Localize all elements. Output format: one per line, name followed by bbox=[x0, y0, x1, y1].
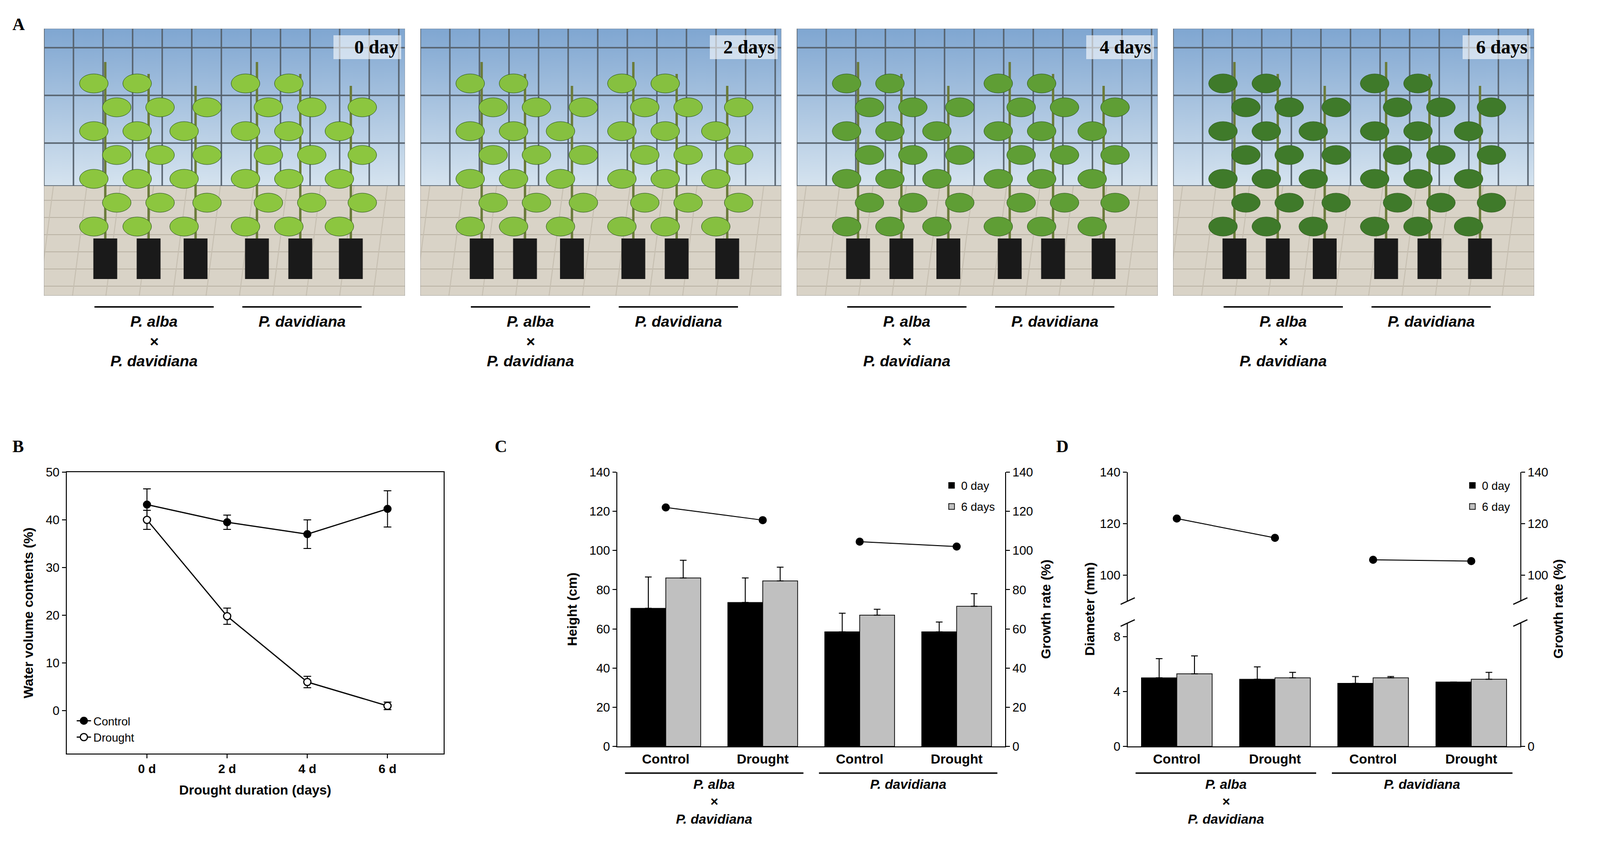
html-text:P. davidiana: P. davidiana bbox=[486, 352, 574, 370]
svg-text:60: 60 bbox=[1012, 622, 1027, 637]
html-text:A: A bbox=[12, 14, 25, 34]
svg-text:P. davidiana: P. davidiana bbox=[1383, 777, 1461, 792]
html-text:P. alba: P. alba bbox=[883, 312, 931, 331]
svg-text:P. alba×P. davidiana: P. alba×P. davidiana bbox=[1187, 777, 1265, 827]
svg-text:0: 0 bbox=[602, 739, 610, 754]
svg-text:Drought duration (days): Drought duration (days) bbox=[179, 782, 332, 798]
svg-text:0 day: 0 day bbox=[354, 36, 399, 58]
svg-text:0: 0 bbox=[1113, 739, 1121, 754]
svg-text:Diameter (mm): Diameter (mm) bbox=[1082, 562, 1098, 656]
svg-text:20: 20 bbox=[1012, 700, 1027, 715]
svg-text:4: 4 bbox=[1113, 684, 1121, 699]
svg-text:Growth rate (%): Growth rate (%) bbox=[1038, 559, 1054, 659]
svg-text:Water volume contents (%): Water volume contents (%) bbox=[20, 527, 36, 699]
svg-text:40: 40 bbox=[45, 512, 60, 528]
svg-text:30: 30 bbox=[45, 560, 60, 575]
svg-text:120: 120 bbox=[589, 504, 610, 519]
svg-text:2 days: 2 days bbox=[723, 36, 775, 58]
svg-text:100: 100 bbox=[589, 543, 610, 558]
svg-text:80: 80 bbox=[1012, 582, 1027, 598]
svg-text:Drought: Drought bbox=[930, 751, 983, 767]
svg-text:100: 100 bbox=[1099, 568, 1121, 583]
html-text:P. davidiana: P. davidiana bbox=[110, 352, 198, 370]
svg-text:6 days: 6 days bbox=[961, 500, 996, 514]
svg-text:2 d: 2 d bbox=[218, 761, 237, 777]
html-text:P. davidiana: P. davidiana bbox=[863, 352, 951, 370]
html-text:P. alba: P. alba bbox=[130, 312, 178, 331]
svg-text:Control: Control bbox=[835, 751, 884, 767]
svg-text:100: 100 bbox=[1012, 543, 1033, 558]
svg-text:6 days: 6 days bbox=[1475, 36, 1528, 58]
svg-text:0: 0 bbox=[52, 703, 60, 718]
svg-text:0: 0 bbox=[1012, 739, 1019, 754]
svg-text:6 day: 6 day bbox=[1482, 500, 1511, 514]
svg-text:4 d: 4 d bbox=[298, 761, 317, 777]
svg-text:50: 50 bbox=[45, 465, 60, 480]
svg-text:80: 80 bbox=[596, 582, 611, 598]
html-text:P. davidiana: P. davidiana bbox=[1239, 352, 1327, 370]
html-text:P. alba: P. alba bbox=[506, 312, 555, 331]
svg-text:20: 20 bbox=[45, 608, 60, 623]
svg-text:140: 140 bbox=[1527, 465, 1549, 480]
html-text:B: B bbox=[12, 436, 24, 457]
svg-text:Height (cm): Height (cm) bbox=[564, 572, 580, 647]
svg-text:Growth rate (%): Growth rate (%) bbox=[1550, 559, 1566, 659]
svg-text:120: 120 bbox=[1099, 516, 1121, 531]
svg-text:10: 10 bbox=[45, 655, 60, 671]
svg-text:0: 0 bbox=[1527, 739, 1535, 754]
svg-text:0 day: 0 day bbox=[1482, 479, 1511, 493]
html-text:P. davidiana: P. davidiana bbox=[1011, 312, 1099, 331]
svg-text:60: 60 bbox=[596, 622, 611, 637]
html-text:P. davidiana: P. davidiana bbox=[1387, 312, 1475, 331]
svg-text:120: 120 bbox=[1527, 516, 1549, 531]
html-text:P. davidiana: P. davidiana bbox=[634, 312, 723, 331]
svg-text:P. alba×P. davidiana: P. alba×P. davidiana bbox=[675, 777, 753, 827]
svg-text:20: 20 bbox=[596, 700, 611, 715]
svg-text:Drought: Drought bbox=[736, 751, 789, 767]
svg-text:0 d: 0 d bbox=[137, 761, 156, 777]
svg-text:4 days: 4 days bbox=[1099, 36, 1152, 58]
svg-text:Control: Control bbox=[1349, 751, 1398, 767]
html-text:C: C bbox=[494, 436, 508, 457]
svg-text:Control: Control bbox=[93, 715, 131, 728]
svg-text:8: 8 bbox=[1113, 629, 1121, 645]
svg-text:0 day: 0 day bbox=[961, 479, 990, 493]
svg-text:6 d: 6 d bbox=[378, 761, 397, 777]
html-text:P. alba: P. alba bbox=[1259, 312, 1307, 331]
html-text:P. davidiana: P. davidiana bbox=[258, 312, 346, 331]
svg-text:40: 40 bbox=[1012, 661, 1027, 676]
svg-text:140: 140 bbox=[1099, 465, 1121, 480]
svg-text:Drought: Drought bbox=[93, 731, 135, 745]
svg-text:Control: Control bbox=[1153, 751, 1201, 767]
svg-text:120: 120 bbox=[1012, 504, 1033, 519]
svg-text:100: 100 bbox=[1527, 568, 1549, 583]
svg-text:140: 140 bbox=[589, 465, 610, 480]
svg-text:P. davidiana: P. davidiana bbox=[870, 777, 947, 792]
svg-text:Drought: Drought bbox=[1248, 751, 1301, 767]
svg-text:Drought: Drought bbox=[1445, 751, 1498, 767]
svg-text:140: 140 bbox=[1012, 465, 1033, 480]
svg-text:40: 40 bbox=[596, 661, 611, 676]
svg-text:Control: Control bbox=[642, 751, 690, 767]
html-text:D: D bbox=[1056, 436, 1069, 457]
